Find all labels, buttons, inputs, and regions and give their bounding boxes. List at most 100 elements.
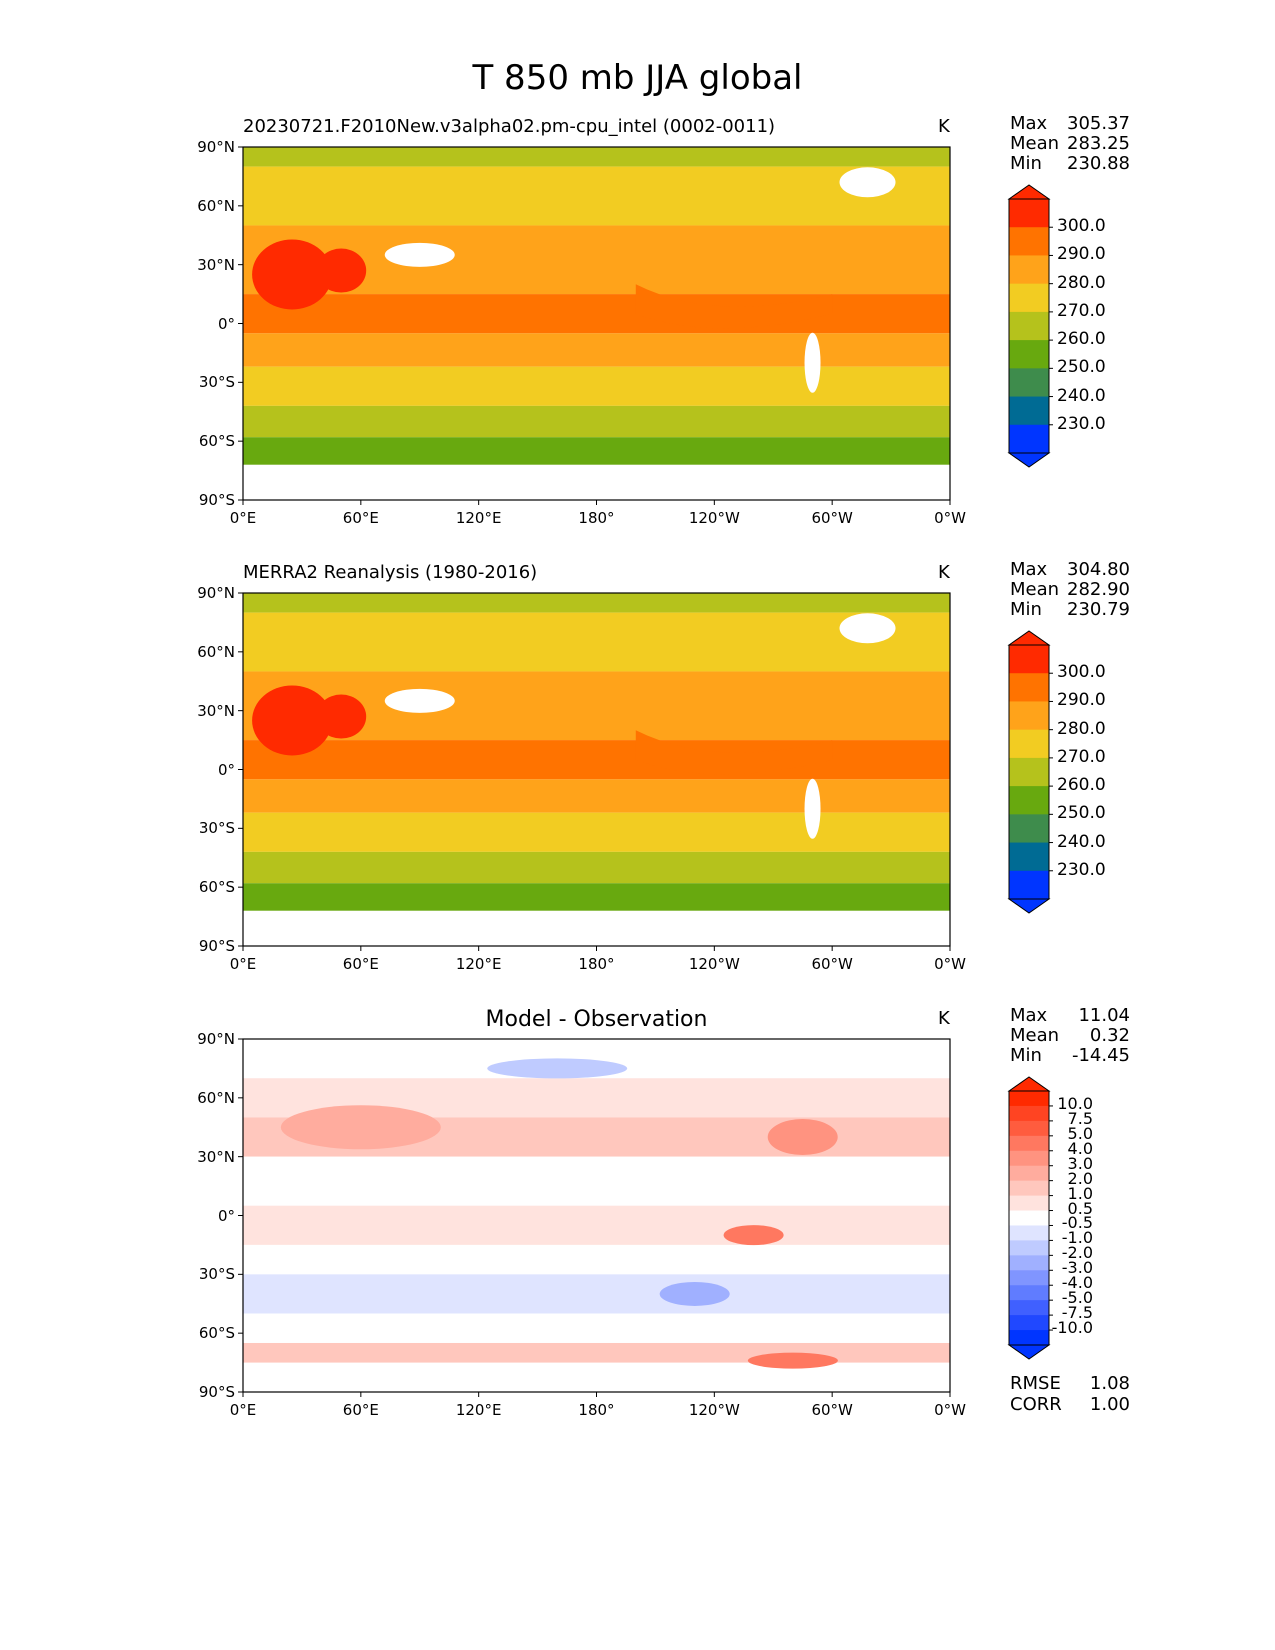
masked-greenland — [839, 167, 896, 198]
panel-title: MERRA2 Reanalysis (1980-2016) — [243, 562, 538, 583]
colorbar-label: -7.5 — [1061, 1303, 1093, 1323]
contour-band — [243, 812, 950, 852]
x-tick-label: 60°W — [811, 1401, 853, 1419]
colorbar-frame — [1008, 198, 1050, 454]
hot-region-sahara — [252, 685, 333, 756]
colorbar-segment — [1009, 396, 1049, 426]
units-label: K — [938, 562, 950, 583]
colorbar-segment — [1009, 283, 1049, 313]
colorbar-segment — [1009, 1255, 1049, 1271]
y-tick-label: 30°N — [197, 701, 235, 720]
contour-band — [243, 147, 950, 167]
x-tick-label: 60°E — [342, 955, 379, 973]
units-label: K — [938, 1008, 950, 1029]
corr-value: 1.00 — [1089, 1394, 1130, 1415]
colorbar-segment — [1009, 814, 1049, 844]
y-tick-label: 60°N — [197, 1088, 235, 1107]
units-label: K — [938, 116, 950, 137]
colorbar-label: 10.0 — [1057, 1093, 1093, 1113]
contour-band — [243, 1342, 950, 1363]
colorbar-label: -10.0 — [1051, 1318, 1093, 1338]
colorbar-segment — [1009, 786, 1049, 815]
masked-greenland — [839, 613, 896, 644]
x-tick-label: 0°W — [934, 1401, 966, 1419]
colorbar-segment — [1009, 199, 1049, 228]
stat-value: 305.37 — [1067, 113, 1130, 134]
colorbar-label: 270.0 — [1057, 300, 1106, 321]
colorbar-label: 260.0 — [1057, 775, 1106, 796]
contour-band — [243, 740, 950, 780]
colorbar-label: 280.0 — [1057, 718, 1106, 739]
colorbar-segment — [1009, 673, 1049, 702]
y-tick-label: 30°S — [198, 1265, 235, 1284]
x-tick-label: 120°W — [688, 955, 740, 973]
hot-region-sahara — [252, 239, 333, 310]
map-panel-2 — [238, 1038, 1053, 1397]
colorbar-segment — [1009, 1270, 1049, 1286]
colorbar-label: 300.0 — [1057, 662, 1106, 683]
colorbar-label: 240.0 — [1057, 385, 1106, 406]
colorbar-label: -1.0 — [1061, 1228, 1093, 1248]
warm-tongue — [635, 284, 833, 329]
x-tick-label: 0°E — [229, 509, 257, 527]
positive-anomaly-epac — [723, 1225, 784, 1246]
colorbar-segment — [1009, 1135, 1049, 1152]
colorbar-segment — [1009, 729, 1049, 759]
colorbar-extend-max — [1007, 184, 1051, 200]
contour-band — [243, 294, 950, 334]
y-tick-label: 60°S — [198, 1324, 235, 1343]
colorbar-segment — [1009, 255, 1049, 285]
colorbar-segment — [1009, 311, 1049, 341]
colorbar-segment — [1009, 870, 1049, 900]
y-tick-label: 30°S — [198, 373, 235, 392]
panel-title: Model - Observation — [485, 1007, 708, 1032]
x-tick-label: 60°W — [811, 509, 853, 527]
positive-anomaly-namerica — [767, 1119, 838, 1156]
colorbar-segment — [1009, 842, 1049, 872]
colorbar-label: -2.0 — [1061, 1243, 1093, 1263]
colorbar-segment — [1009, 368, 1049, 398]
y-tick-label: 60°N — [197, 642, 235, 661]
y-tick-label: 30°S — [198, 819, 235, 838]
x-tick-label: 60°W — [811, 955, 853, 973]
colorbar-label: -0.5 — [1061, 1213, 1093, 1233]
colorbar-extend-min — [1007, 1344, 1051, 1360]
colorbar-label: 290.0 — [1057, 244, 1106, 265]
positive-anomaly-asia — [280, 1105, 441, 1150]
colorbar-label: 300.0 — [1057, 216, 1106, 237]
y-tick-label: 90°S — [198, 1383, 235, 1401]
colorbar-label: 230.0 — [1057, 413, 1106, 434]
map-panel-0 — [238, 146, 1053, 505]
x-tick-label: 120°W — [688, 509, 740, 527]
x-tick-label: 120°E — [455, 1401, 502, 1419]
colorbar-label: 280.0 — [1057, 272, 1106, 293]
contour-band — [243, 437, 950, 465]
contour-band — [243, 1313, 950, 1343]
colorbar-segment — [1009, 1091, 1049, 1107]
colorbar — [1007, 630, 1053, 914]
stat-value: 283.25 — [1067, 133, 1130, 154]
colorbar-segment — [1009, 424, 1049, 454]
y-tick-label: 30°N — [197, 255, 235, 274]
x-tick-label: 0°W — [934, 955, 966, 973]
contour-band — [243, 1205, 950, 1245]
stat-value: 304.80 — [1067, 559, 1130, 580]
colorbar-extend-min — [1007, 452, 1051, 468]
contour-band — [243, 405, 950, 438]
x-tick-label: 120°E — [455, 955, 502, 973]
contour-band — [243, 612, 950, 672]
contour-band — [243, 883, 950, 911]
colorbar-label: 5.0 — [1067, 1123, 1093, 1143]
colorbar-label: 4.0 — [1067, 1138, 1093, 1158]
y-tick-label: 90°N — [197, 584, 235, 602]
stat-value: 282.90 — [1067, 579, 1130, 600]
y-tick-label: 60°S — [198, 432, 235, 451]
colorbar-frame — [1008, 644, 1050, 900]
colorbar-extend-min — [1007, 898, 1051, 914]
rmse-value: 1.08 — [1089, 1373, 1130, 1394]
colorbar-segment — [1009, 1240, 1049, 1256]
stat-label: Min — [1010, 153, 1042, 174]
colorbar-segment — [1009, 1225, 1049, 1241]
colorbar-segment — [1009, 757, 1049, 787]
